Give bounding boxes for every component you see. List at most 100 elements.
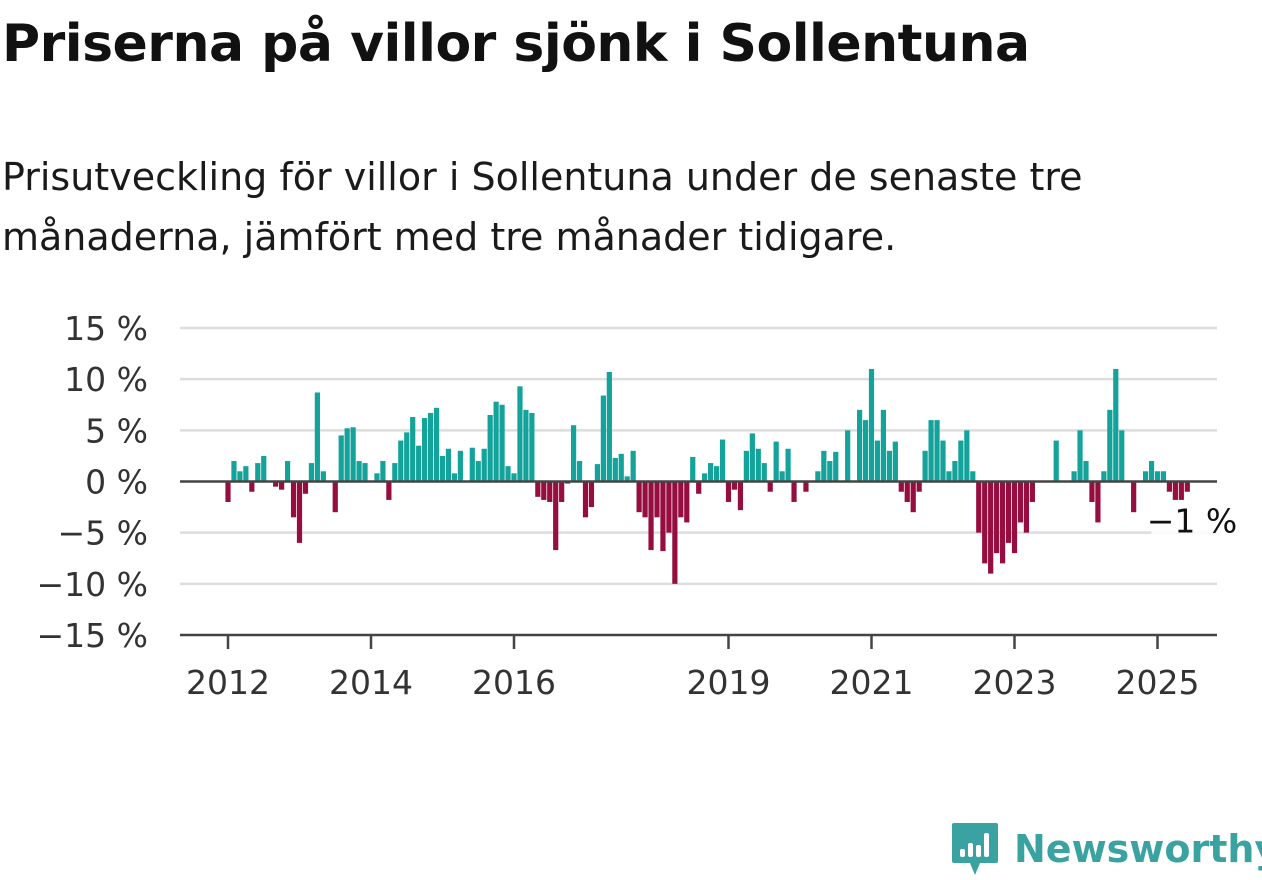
bar [362,463,368,482]
bar [1077,430,1083,482]
bar [684,481,690,523]
bar [433,407,440,482]
bar [976,481,982,533]
chart-subtitle: Prisutveckling för villor i Sollentuna u… [2,155,1083,259]
bar [898,481,904,492]
bar [1101,471,1107,482]
bar [1023,481,1030,533]
bar [308,463,315,482]
x-tick-label: 2014 [329,663,413,702]
bar [940,440,946,482]
bar [290,481,297,518]
bar [588,481,595,508]
y-tick-label: −5 % [58,514,149,553]
bar [803,481,809,492]
bar [427,412,434,482]
bar [1053,440,1059,482]
x-tick-label: 2012 [186,663,270,702]
y-tick-label: 10 % [64,360,148,399]
bar [1017,481,1024,523]
bar [398,440,404,482]
bar [666,481,672,533]
bar [505,466,511,482]
bar [606,372,612,482]
bar [570,425,577,482]
bar [416,445,422,482]
bar [249,481,255,492]
bar [243,466,249,482]
bar [1011,481,1018,554]
newsworthy-brand[interactable]: Newsworthy [950,818,1262,880]
bar [225,481,231,502]
x-tick-label: 2021 [830,663,914,702]
bar [821,450,827,482]
bar [702,473,708,482]
bar [273,481,279,487]
bar [314,392,320,482]
x-tick-label: 2019 [687,663,771,702]
bar [690,456,696,482]
brand-name: Newsworthy [1014,827,1262,871]
bar [392,463,398,482]
bar [988,481,994,574]
bar [1089,481,1095,502]
bar [1113,368,1119,482]
bar [439,455,446,482]
bar [594,464,601,482]
x-tick-label: 2025 [1116,663,1200,702]
bar [982,481,988,564]
bar [279,481,285,490]
bar [862,420,869,482]
bar [338,435,344,482]
y-tick-label: 5 % [85,411,148,450]
bar [535,481,541,497]
bar [1083,461,1089,482]
bar [713,466,720,482]
bar [946,471,952,482]
bar [916,481,922,492]
bar [231,461,237,482]
bar [761,463,767,482]
bar [904,481,910,502]
bar [731,481,738,490]
bar [922,450,928,482]
bar [582,481,589,518]
bar [523,409,529,482]
bar [261,455,267,482]
y-tick-label: 15 % [64,309,148,348]
bar [445,448,452,482]
bar [672,481,678,584]
bar [612,457,618,482]
bar [767,481,773,492]
bar [1071,471,1077,482]
bar [487,414,493,482]
bar [910,481,916,513]
bar [994,481,1000,554]
bar [302,481,309,494]
bar [845,430,851,482]
bar [356,461,362,482]
bar [374,473,380,482]
bar [1131,481,1137,513]
bar [868,368,875,482]
bar [529,412,535,482]
bar [886,450,892,482]
bar [547,481,553,502]
bar [332,481,338,513]
bar [1095,481,1101,523]
bar [499,404,505,482]
bar [708,463,714,482]
bar [386,481,392,500]
bar [791,481,797,502]
bar [1178,481,1184,500]
y-tick-label: −15 % [37,616,149,655]
bar [404,432,410,482]
bar [618,453,624,482]
bar [380,461,386,482]
bar [928,420,934,482]
bar [630,450,636,482]
y-tick-label: 0 % [85,463,148,502]
bar [344,428,350,482]
bar [541,481,547,500]
bar [636,481,642,513]
